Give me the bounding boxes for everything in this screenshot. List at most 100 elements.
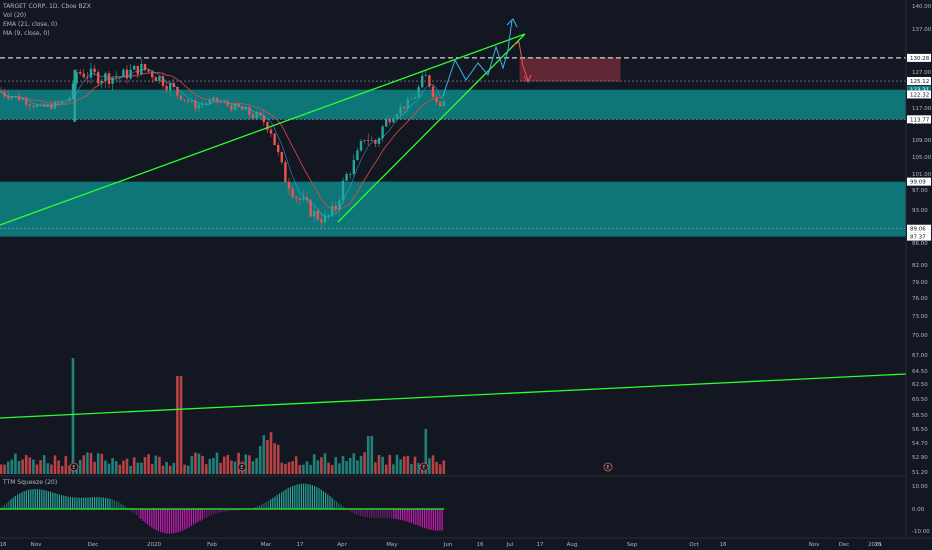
candle <box>331 205 334 215</box>
price-marker-box <box>907 85 931 94</box>
earnings-marker <box>603 462 613 472</box>
ttm-tick-label: 0.00 <box>912 507 925 513</box>
symbol-title[interactable]: TARGET CORP, 1D, Cboe BZX <box>3 3 91 10</box>
volume-bar <box>190 456 194 474</box>
ttm-squeeze-label[interactable]: TTM Squeeze (20) <box>3 479 58 486</box>
price-marker-label: 125.12 <box>910 79 929 85</box>
candle <box>104 73 107 81</box>
vol-indicator-label[interactable]: Vol (20) <box>3 12 27 19</box>
candle <box>147 69 150 72</box>
projection-arrow-head <box>506 18 518 28</box>
candle <box>115 77 118 79</box>
candle <box>86 77 89 79</box>
volume-bar <box>402 456 406 474</box>
candle <box>269 129 273 134</box>
target-zone <box>519 57 621 82</box>
volume-bar <box>154 455 158 474</box>
candle <box>71 83 75 99</box>
price-tick-label: 56.50 <box>912 427 928 433</box>
price-marker-box <box>907 115 931 124</box>
price-marker-label: 122.32 <box>910 92 929 98</box>
volume-bar <box>226 454 230 474</box>
price-marker-label: 87.37 <box>910 235 926 241</box>
volume-bar <box>280 462 284 474</box>
volume-bar <box>93 461 96 474</box>
earnings-marker-label: E <box>606 465 609 471</box>
earnings-marker-label: E <box>422 465 425 471</box>
candle <box>291 188 294 198</box>
candle <box>413 97 417 99</box>
price-tick-label: 101.00 <box>912 172 932 178</box>
candle <box>309 200 312 217</box>
earnings-marker <box>419 462 429 472</box>
candle <box>28 104 31 106</box>
candle <box>255 112 258 119</box>
candle <box>165 85 168 91</box>
candle <box>50 104 53 109</box>
time-tick-label: 17 <box>537 542 544 548</box>
candle <box>57 101 60 103</box>
volume-bar <box>24 455 28 474</box>
candle <box>176 86 179 96</box>
volume-bar <box>230 460 233 474</box>
candle <box>68 98 71 101</box>
volume-bar <box>327 462 330 474</box>
candle <box>370 140 373 141</box>
volume-bar <box>129 465 132 474</box>
volume-bar <box>107 463 111 474</box>
candle <box>64 100 67 101</box>
candle <box>161 76 165 86</box>
candle <box>403 106 406 109</box>
volume-bar <box>255 458 258 474</box>
volume-bar <box>6 461 10 474</box>
time-tick-label: Oct <box>689 542 699 548</box>
candle <box>345 174 348 181</box>
ma-indicator-label[interactable]: MA (9, close, 0) <box>3 30 50 37</box>
time-tick-label: Nov <box>809 542 820 548</box>
candle <box>226 101 229 106</box>
volume-bar <box>442 460 446 474</box>
candle <box>93 68 96 73</box>
candle <box>392 118 395 123</box>
volume-trend-line <box>0 373 907 419</box>
time-tick-label: Feb <box>207 542 217 548</box>
volume-bar <box>114 461 118 474</box>
candle <box>133 65 136 70</box>
candle <box>313 210 316 217</box>
candle <box>280 152 283 163</box>
candle <box>262 115 265 123</box>
projection-path <box>442 19 513 97</box>
volume-bar <box>0 464 3 474</box>
volume-bar <box>28 457 32 474</box>
time-tick-label: Jun <box>443 542 453 548</box>
candle <box>208 99 211 104</box>
ema-indicator-label[interactable]: EMA (21, close, 0) <box>3 21 58 28</box>
volume-bar <box>410 464 413 474</box>
volume-bar <box>287 462 291 474</box>
candle <box>341 180 345 201</box>
candle <box>0 91 3 92</box>
volume-bar <box>291 461 294 474</box>
volume-bar <box>96 453 100 474</box>
candle <box>172 83 175 87</box>
volume-bar <box>316 460 320 474</box>
price-tick-label: 140.00 <box>912 4 932 10</box>
volume-bar <box>179 376 183 474</box>
earnings-marker-label: E <box>72 465 75 471</box>
volume-bar <box>215 452 219 474</box>
candle <box>374 140 377 144</box>
volume-bar <box>388 454 392 474</box>
candle <box>39 104 42 106</box>
candle <box>100 80 103 84</box>
price-marker-box <box>907 232 931 241</box>
ema-line <box>0 72 444 211</box>
candle <box>266 122 269 130</box>
candle <box>327 214 330 216</box>
volume-bar <box>21 459 24 474</box>
candle <box>32 105 35 108</box>
volume-bar <box>64 455 68 474</box>
candle <box>190 100 193 102</box>
candle <box>89 68 93 78</box>
volume-bar <box>302 464 305 474</box>
